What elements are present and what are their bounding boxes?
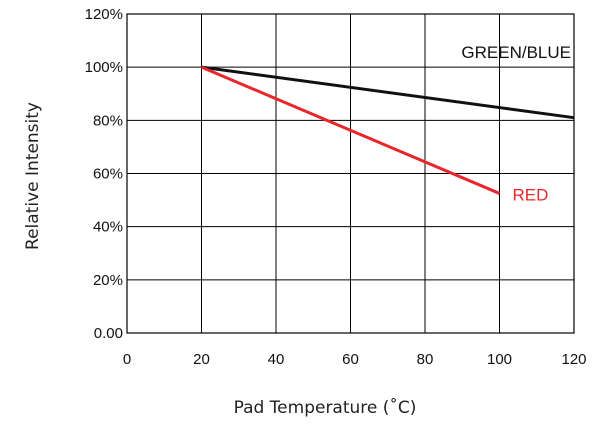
y-tick-label: 80% [93, 112, 123, 129]
y-axis-title: Relative Intensity [23, 102, 43, 250]
x-tick-label: 40 [268, 351, 285, 368]
y-tick-label: 40% [93, 219, 123, 236]
x-tick-label: 20 [193, 351, 210, 368]
series-line [201, 65, 575, 120]
y-tick-label: 100% [85, 59, 123, 76]
x-tick-label: 100 [487, 351, 512, 368]
y-tick-label: 120% [85, 6, 123, 23]
x-axis-title: Pad Temperature (˚C) [234, 397, 417, 418]
y-tick-label: 60% [93, 166, 123, 183]
y-tick-label: 0.00 [94, 325, 123, 342]
series-label-red: RED [513, 185, 549, 204]
x-tick-label: 80 [417, 351, 434, 368]
x-tick-label: 60 [342, 351, 359, 368]
y-tick-label: 20% [93, 272, 123, 289]
x-tick-label: 0 [123, 351, 131, 368]
x-tick-label: 120 [561, 351, 586, 368]
series-label-green-blue: GREEN/BLUE [461, 43, 571, 62]
series-line [200, 65, 501, 195]
plot-frame [126, 13, 575, 334]
